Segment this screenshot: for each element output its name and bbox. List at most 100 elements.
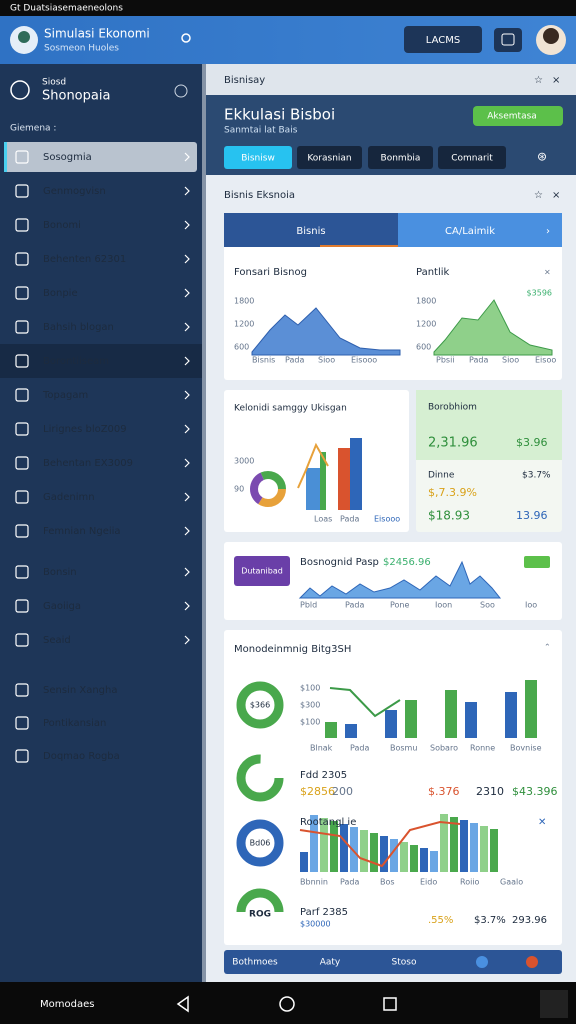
breadcrumb-bar: [206, 64, 576, 95]
nav-icon: [15, 565, 29, 579]
chevron: [184, 390, 190, 400]
nav-item[interactable]: Gaoiiga: [43, 601, 81, 612]
nav-icon: [15, 388, 29, 402]
donut: [236, 819, 284, 867]
nav-item[interactable]: Femnian Ngeiia: [43, 526, 121, 537]
panel-title: Ekkulasi Bisboi: [224, 106, 335, 124]
nav-item[interactable]: Sensin Xangha: [43, 685, 117, 696]
bar: [325, 722, 337, 738]
panel-tab[interactable]: [438, 146, 506, 169]
tab-label: CA/Laimik: [445, 226, 495, 237]
donut-label: ROG: [249, 910, 271, 920]
panel-tab-label: Bonmbia: [381, 154, 421, 164]
close[interactable]: ×: [544, 268, 551, 277]
y-tick: 3000: [234, 457, 254, 466]
stat-title: Borobhiom: [428, 403, 477, 413]
nav-item[interactable]: Behentan EX3009: [43, 458, 133, 469]
nav-icon: [15, 184, 29, 198]
close[interactable]: ×: [552, 75, 560, 86]
stat: Parf 2385: [300, 907, 348, 918]
badge: $3596: [527, 289, 552, 298]
sidebar-settings[interactable]: [174, 84, 188, 98]
stat: Fdd 2305: [300, 770, 347, 781]
nav-item[interactable]: Bonsin: [43, 567, 77, 578]
sidebar-heading-small: Siosd: [42, 78, 66, 88]
nav-item[interactable]: Topagam: [42, 390, 88, 401]
chevron: [184, 152, 190, 162]
nav-icon: [15, 490, 29, 504]
nav-app[interactable]: [540, 990, 568, 1018]
nav-icon: [15, 599, 29, 613]
nav-icon: [15, 456, 29, 470]
x-label: Bosmu: [390, 744, 417, 753]
nav-item[interactable]: Gadenimn: [43, 492, 95, 503]
chevron[interactable]: ›: [546, 226, 550, 237]
nav-item[interactable]: Bonomi: [43, 220, 81, 231]
tab-icon[interactable]: [476, 956, 488, 968]
tab[interactable]: [398, 213, 562, 247]
home[interactable]: [279, 996, 295, 1012]
panel-tab[interactable]: [224, 146, 292, 169]
y-tick: $100: [300, 718, 320, 727]
more[interactable]: ⌃: [544, 643, 551, 652]
x-label: Eisooo: [351, 356, 377, 365]
expand[interactable]: ✕: [538, 817, 546, 828]
icon-button[interactable]: [494, 28, 522, 52]
recents[interactable]: [383, 997, 397, 1011]
x-label: Ronne: [470, 744, 495, 753]
panel-tab[interactable]: [297, 146, 362, 169]
x-label: Soo: [480, 601, 495, 610]
action-button[interactable]: [473, 106, 563, 126]
chevron: [184, 220, 190, 230]
bar: [505, 692, 517, 738]
nav-icon: [15, 422, 29, 436]
nav-item[interactable]: Bonpie: [43, 288, 78, 299]
bottom-tab[interactable]: Aaty: [320, 958, 341, 968]
x-label: Blnak: [310, 744, 333, 753]
bar: [440, 814, 448, 872]
bottom-tab[interactable]: Stoso: [392, 958, 417, 968]
star[interactable]: ☆: [534, 75, 543, 86]
app-subtitle: Sosmeon Huoles: [44, 44, 119, 54]
y-tick: 600: [234, 343, 249, 352]
bar: [445, 690, 457, 738]
nav-item[interactable]: Sosogmia: [43, 152, 92, 163]
chevron: [184, 254, 190, 264]
nav-item[interactable]: Borontiiseam: [43, 356, 109, 367]
nav-item[interactable]: Behenten 62301: [43, 254, 126, 265]
nav-item[interactable]: Genmogvisn: [43, 186, 106, 197]
bar: [525, 680, 537, 738]
nav-item[interactable]: Lirignes bloZ009: [43, 424, 127, 435]
x-label: Eisooo: [374, 515, 400, 524]
y-tick: 1800: [234, 297, 254, 306]
nav-icon: [15, 252, 29, 266]
search-icon[interactable]: [181, 33, 191, 43]
nav-item[interactable]: Pontikansian: [43, 718, 106, 729]
header-button[interactable]: [404, 26, 482, 53]
x-label: Pada: [340, 878, 359, 887]
bar: [350, 827, 358, 872]
y-tick: $300: [300, 701, 320, 710]
back[interactable]: [176, 995, 189, 1013]
sparkline: [298, 560, 502, 599]
panel-tab-label: Bisnisw: [241, 154, 275, 164]
panel-tab-label: Korasnian: [307, 154, 351, 164]
x-label: Pbsii: [436, 356, 455, 365]
tab-icon[interactable]: ⊛: [537, 150, 547, 164]
tab-icon[interactable]: [526, 956, 538, 968]
nav-item[interactable]: Bahsih blogan: [43, 322, 114, 333]
star[interactable]: ☆: [534, 190, 543, 201]
x-label: Roiio: [460, 878, 480, 887]
nav-item[interactable]: Doqmao Rogba: [43, 751, 120, 762]
nav-item[interactable]: Seaid: [43, 635, 71, 646]
area-chart: [433, 299, 553, 356]
card-title: Kelonidi samggy Ukisgan: [234, 404, 347, 414]
tab-active[interactable]: [224, 213, 398, 247]
status-bar: [0, 0, 576, 16]
stat: $3.7%: [522, 471, 551, 481]
bottom-tab[interactable]: Bothmoes: [232, 958, 278, 968]
nav-icon: [15, 320, 29, 334]
close[interactable]: ×: [552, 190, 560, 201]
panel-tab[interactable]: [368, 146, 433, 169]
badge: [234, 556, 290, 586]
